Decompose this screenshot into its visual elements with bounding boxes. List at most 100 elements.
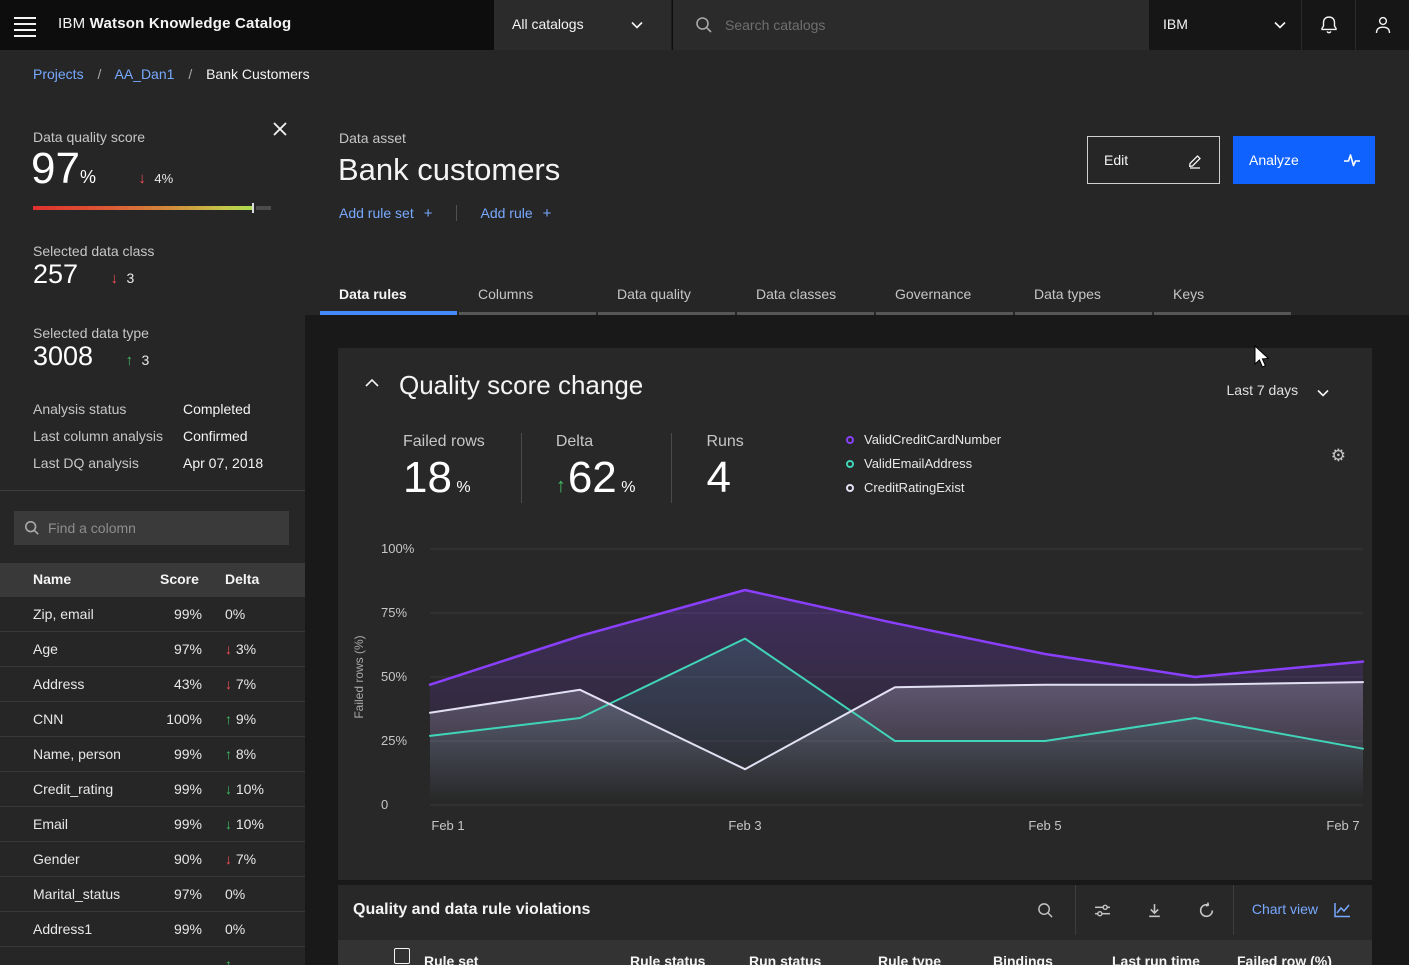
chevron-down-icon	[1273, 21, 1287, 29]
gauge-remainder	[256, 206, 271, 210]
add-rule-link[interactable]: Add rule	[481, 205, 533, 221]
tab-keys[interactable]: Keys	[1154, 278, 1293, 315]
column-name: Gender	[33, 851, 80, 867]
up-arrow-icon: ↑	[126, 352, 134, 369]
quality-score-title: Data quality score	[33, 129, 145, 145]
quality-score-gauge	[33, 203, 271, 213]
search-icon	[24, 520, 40, 536]
violations-col-header[interactable]: Last run time	[1112, 953, 1200, 965]
chart-view-toggle[interactable]: Chart view	[1252, 901, 1318, 917]
column-name: Name, person	[33, 746, 121, 762]
notifications-button[interactable]	[1301, 0, 1355, 50]
tab-data-classes[interactable]: Data classes	[737, 278, 876, 315]
column-row[interactable]: ↑	[0, 947, 305, 965]
stat-value-row: 257 ↓ 3	[33, 259, 134, 290]
account-dropdown[interactable]: IBM	[1148, 0, 1301, 50]
column-delta: ↓ 7%	[225, 676, 256, 692]
tab-data-rules[interactable]: Data rules	[320, 278, 459, 315]
find-column-input[interactable]	[48, 511, 283, 545]
analyze-button[interactable]: Analyze	[1233, 136, 1375, 184]
down-arrow-icon: ↓	[225, 816, 236, 832]
column-score: 43%	[130, 676, 202, 692]
chart-view-button[interactable]	[1330, 898, 1354, 922]
add-rule-set-link[interactable]: Add rule set	[339, 205, 414, 221]
violations-col-header[interactable]: Run status	[749, 953, 821, 965]
down-arrow-icon: ↓	[138, 170, 146, 187]
chevron-down-icon	[630, 21, 644, 29]
select-all-checkbox[interactable]	[394, 948, 410, 964]
column-score: 99%	[130, 921, 202, 937]
breadcrumb-current: Bank Customers	[206, 66, 309, 82]
up-arrow-icon: ↑	[225, 711, 236, 727]
page-title: Bank customers	[338, 152, 560, 188]
column-name: Credit_rating	[33, 781, 113, 797]
column-row[interactable]: Name, person99%↑ 8%	[0, 737, 305, 772]
quality-score: 97% ↓ 4%	[31, 144, 173, 194]
column-name: Marital_status	[33, 886, 120, 902]
tab-columns[interactable]: Columns	[459, 278, 598, 315]
column-row[interactable]: Age97%↓ 3%	[0, 632, 305, 667]
column-row[interactable]: Address 43% ↓ 7%	[0, 667, 305, 702]
stat-value-row: 3008 ↑ 3	[33, 341, 149, 372]
app: IBM Watson Knowledge Catalog All catalog…	[0, 0, 1409, 965]
columns-table-header: Name Score Delta	[0, 563, 305, 597]
column-row[interactable]: Credit_rating99%↓ 10%	[0, 772, 305, 807]
column-score: 90%	[130, 851, 202, 867]
column-name: CNN	[33, 711, 63, 727]
columns-table-body: Zip, email99%0%Age97%↓ 3%Address43%↓ 7%C…	[0, 597, 305, 965]
column-score: 97%	[130, 886, 202, 902]
violations-col-header[interactable]: Failed row (%)	[1237, 953, 1332, 965]
account-dropdown-label: IBM	[1163, 16, 1188, 32]
violations-col-header[interactable]: Rule type	[878, 953, 941, 965]
activity-icon	[1343, 152, 1361, 168]
search-icon	[695, 16, 713, 34]
stat-label: Selected data class	[33, 243, 154, 259]
y-axis-label: Failed rows (%)	[352, 635, 366, 718]
column-row[interactable]: Address1 99% 0%	[0, 912, 305, 947]
line-chart-icon	[1333, 902, 1351, 918]
violations-col-header[interactable]: Rule set	[424, 953, 478, 965]
column-row[interactable]: CNN 100% ↑ 9%	[0, 702, 305, 737]
brand-prefix: IBM	[58, 15, 85, 32]
tab-governance[interactable]: Governance	[876, 278, 1015, 315]
refresh-button[interactable]	[1194, 898, 1218, 922]
column-row[interactable]: Gender90%↓ 7%	[0, 842, 305, 877]
edit-button[interactable]: Edit	[1087, 136, 1220, 184]
breadcrumb-projects[interactable]: Projects	[33, 66, 84, 82]
tab-data-types[interactable]: Data types	[1015, 278, 1154, 315]
violations-col-header[interactable]: Rule status	[630, 953, 705, 965]
column-row[interactable]: Zip, email99%0%	[0, 597, 305, 632]
down-arrow-icon: ↓	[225, 781, 236, 797]
column-delta: ↑ 8%	[225, 746, 256, 762]
profile-button[interactable]	[1355, 0, 1409, 50]
violations-col-header[interactable]: Bindings	[993, 953, 1053, 965]
download-button[interactable]	[1142, 898, 1166, 922]
column-delta: 0%	[225, 886, 245, 902]
tab-data-quality[interactable]: Data quality	[598, 278, 737, 315]
column-name: Zip, email	[33, 606, 94, 622]
quality-score-change-card: Quality score change Last 7 days Failed …	[338, 348, 1372, 880]
column-name: Address	[33, 676, 84, 692]
column-name: Address1	[33, 921, 92, 937]
column-delta: ↑ 9%	[225, 711, 256, 727]
divider	[456, 205, 457, 221]
filter-button[interactable]	[1090, 898, 1114, 922]
catalog-dropdown[interactable]: All catalogs	[494, 0, 672, 50]
column-row[interactable]: Email99%↓ 10%	[0, 807, 305, 842]
breadcrumb-project[interactable]: AA_Dan1	[114, 66, 174, 82]
settings-adjust-icon	[1094, 902, 1111, 919]
search-catalogs-input[interactable]	[725, 0, 1125, 50]
hamburger-menu-icon[interactable]	[12, 13, 38, 37]
column-name: Age	[33, 641, 58, 657]
search-button[interactable]	[1033, 898, 1057, 922]
x-tick-label: Feb 1	[431, 818, 464, 833]
close-icon[interactable]	[271, 120, 289, 138]
column-score: 100%	[130, 711, 202, 727]
search-icon	[1037, 902, 1054, 919]
divider	[1075, 885, 1076, 935]
column-row[interactable]: Marital_status 97% 0%	[0, 877, 305, 912]
plus-icon: +	[543, 205, 552, 222]
column-search	[14, 511, 289, 545]
y-tick-label: 50%	[381, 669, 407, 684]
column-delta: 0%	[225, 921, 245, 937]
